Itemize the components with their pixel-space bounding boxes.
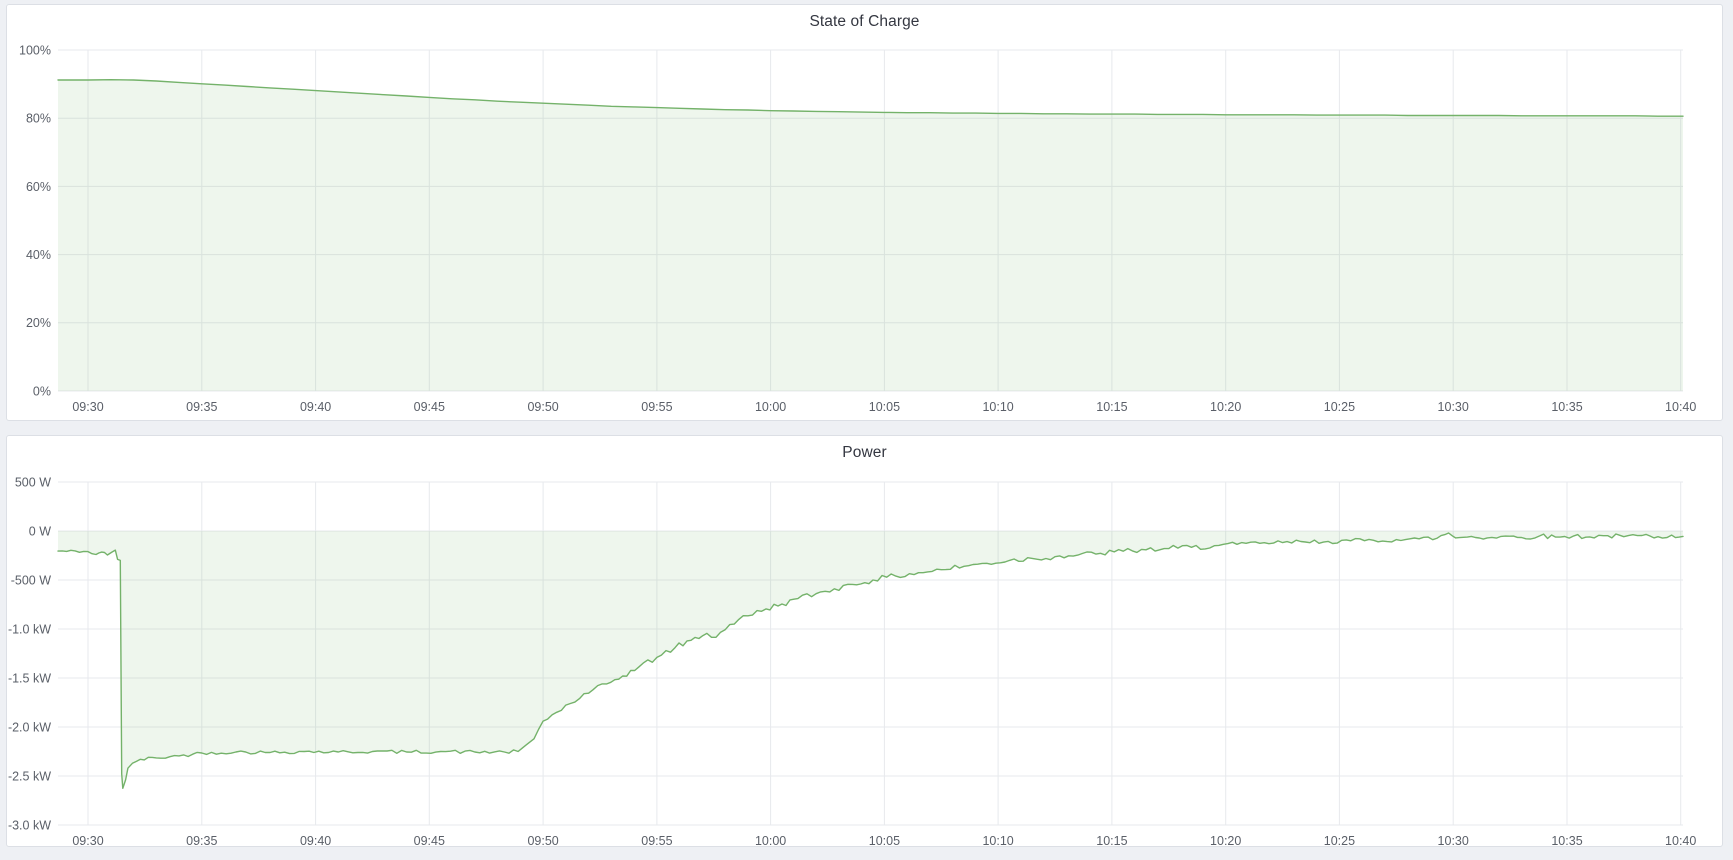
x-axis-tick-label: 09:50 [527,400,558,414]
x-axis-tick-label: 09:40 [300,400,331,414]
series-area-fill [58,531,1683,789]
x-axis-tick-label: 10:35 [1551,834,1582,848]
power-panel: Power 500 W 0 W -500 W -1.0 kW -1.5 kW -2.0 k… [6,435,1724,848]
y-axis-tick-label: -1.5 kW [8,671,51,685]
y-axis-tick-label: 500 W [15,475,51,489]
y-axis-tick-label: 100% [19,43,51,57]
power-chart[interactable]: 500 W 0 W -500 W -1.0 kW -1.5 kW -2.0 kW -2.5 … [7,436,1724,848]
state-of-charge-panel-title[interactable]: State of Charge [809,13,920,30]
x-axis-tick-label: 09:55 [641,400,672,414]
x-axis-tick-label: 09:35 [186,834,217,848]
x-axis-tick-label: 10:15 [1096,400,1127,414]
x-axis-tick-label: 10:10 [982,834,1013,848]
x-axis-tick-label: 10:20 [1210,400,1241,414]
x-axis-tick-label: 10:25 [1324,834,1355,848]
y-axis-tick-label: -2.5 kW [8,769,51,783]
x-axis-tick-label: 10:30 [1438,400,1469,414]
series-line [57,79,1684,117]
y-axis-tick-label: -2.0 kW [8,720,51,734]
x-axis-tick-label: 10:30 [1438,834,1469,848]
y-axis-tick-label: 0 W [29,524,51,538]
x-axis-tick-label: 10:25 [1324,400,1355,414]
x-axis-tick-label: 09:30 [72,834,103,848]
state-of-charge-panel: State of Charge 100% 80% 60% 40% 20% 0% 09:30 0… [6,4,1723,421]
x-axis-tick-label: 09:45 [414,834,445,848]
x-axis-tick-label: 09:50 [527,834,558,848]
y-axis-tick-label: -3.0 kW [8,818,51,832]
y-axis-tick-label: -1.0 kW [8,622,51,636]
x-axis-tick-label: 09:35 [186,400,217,414]
x-axis-tick-label: 10:00 [755,400,786,414]
y-axis-tick-label: -500 W [11,573,51,587]
x-axis-tick-label: 10:40 [1665,400,1696,414]
y-axis-tick-label: 40% [26,248,51,262]
x-axis-tick-label: 09:45 [414,400,445,414]
y-axis-tick-label: 60% [26,180,51,194]
x-axis-tick-label: 10:00 [755,834,786,848]
x-axis-tick-label: 10:20 [1210,834,1241,848]
y-axis-tick-label: 80% [26,112,51,126]
x-axis-tick-label: 10:15 [1096,834,1127,848]
x-axis-tick-label: 10:05 [869,834,900,848]
x-axis-tick-label: 09:40 [300,834,331,848]
power-panel-title[interactable]: Power [842,444,887,461]
x-axis-tick-label: 10:35 [1551,400,1582,414]
x-axis-tick-label: 10:40 [1665,834,1696,848]
x-axis-tick-label: 10:10 [982,400,1013,414]
y-axis-tick-label: 20% [26,316,51,330]
state-of-charge-chart[interactable]: 100% 80% 60% 40% 20% 0% 09:30 09:35 09:40 09:45 09… [7,5,1724,422]
x-axis-tick-label: 09:55 [641,834,672,848]
y-axis-tick-label: 0% [33,384,51,398]
x-axis-tick-label: 09:30 [72,400,103,414]
series-area-fill [58,79,1683,391]
series-line [57,532,1684,789]
x-axis-tick-label: 10:05 [869,400,900,414]
